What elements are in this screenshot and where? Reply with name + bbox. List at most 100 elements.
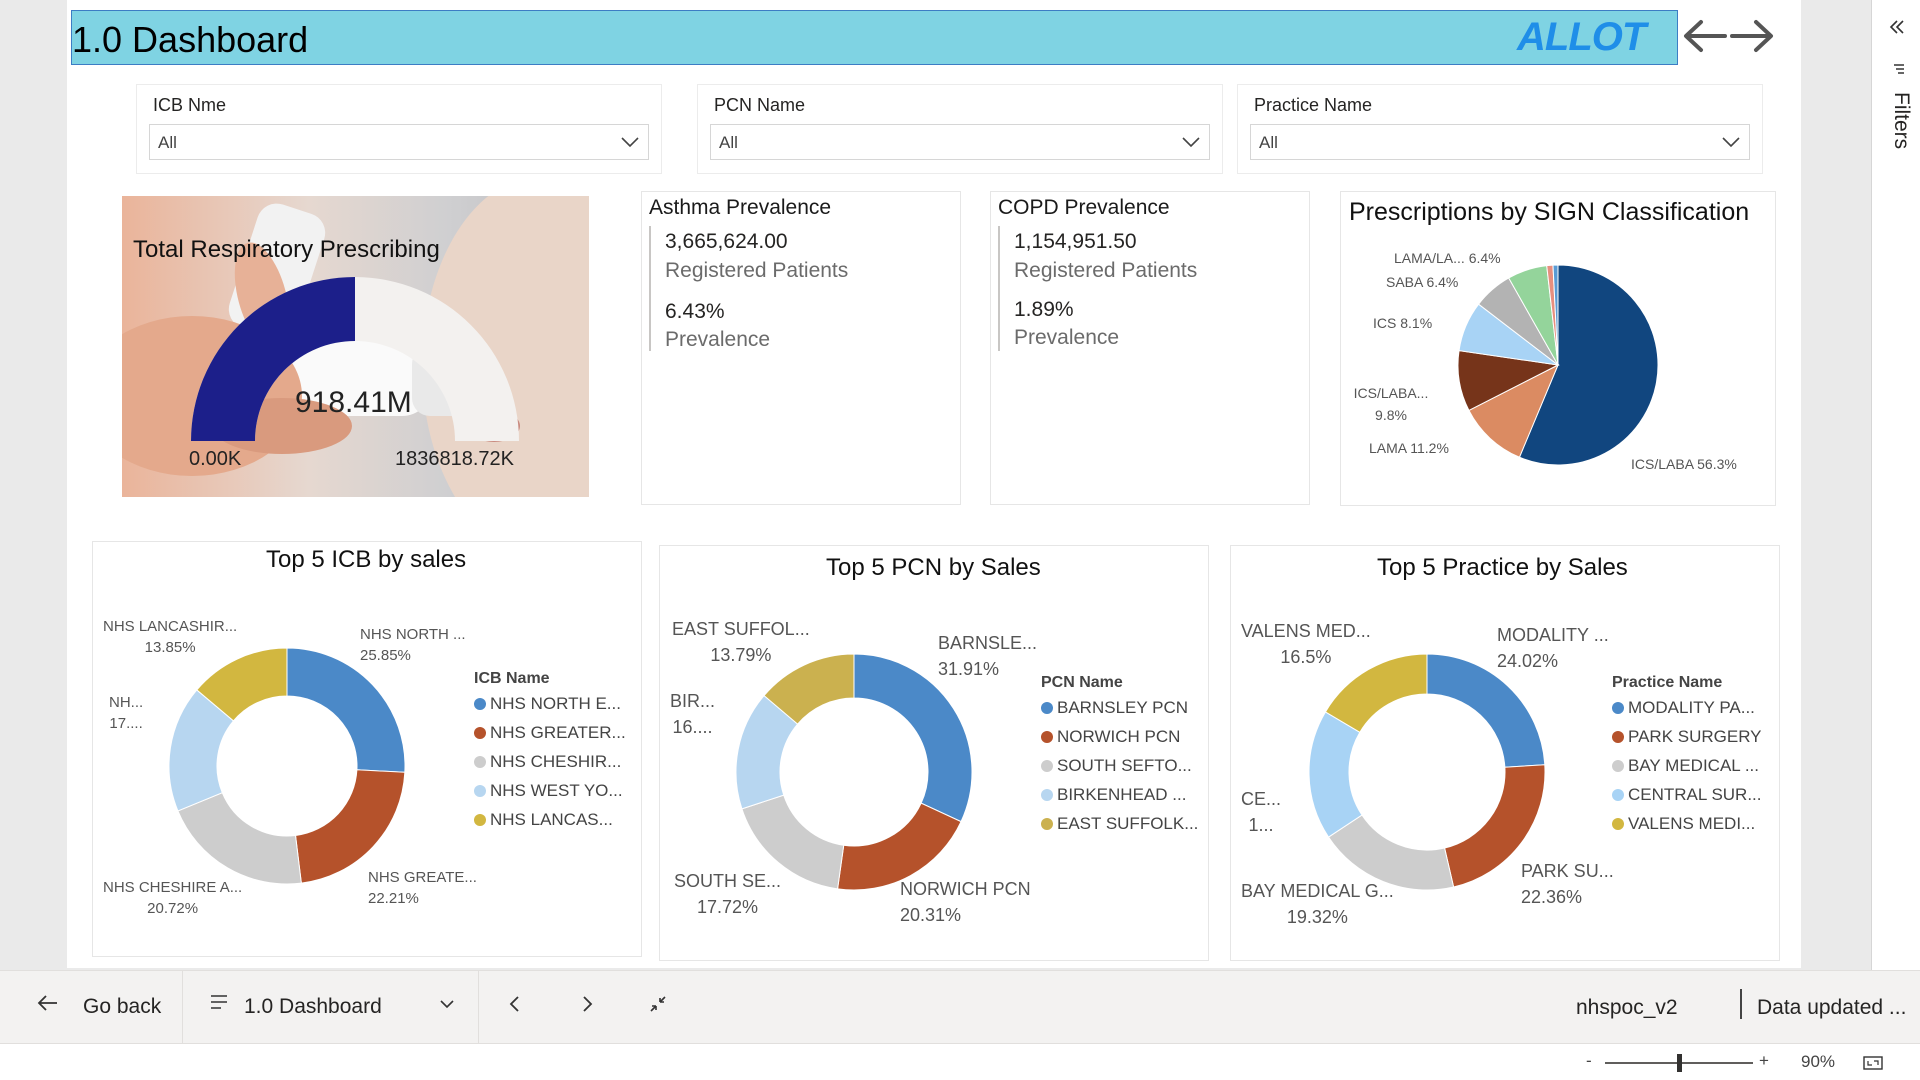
legend-item[interactable]: BARNSLEY PCN <box>1041 698 1198 718</box>
pie-slice-0[interactable] <box>1518 264 1659 466</box>
legend-dot <box>1041 818 1053 830</box>
legend-item[interactable]: EAST SUFFOLK... <box>1041 814 1198 834</box>
pie-slice-0[interactable] <box>286 647 406 773</box>
chevron-down-icon <box>1721 133 1741 151</box>
pcn-dropdown[interactable]: All <box>710 124 1210 160</box>
back-arrow-icon[interactable] <box>36 991 60 1019</box>
slicer-label: PCN Name <box>714 95 806 115</box>
donut-data-label: PARK SU... 22.36% <box>1521 861 1614 907</box>
exit-full-screen-icon[interactable] <box>647 993 669 1019</box>
pie-slice-7[interactable] <box>1552 264 1559 366</box>
chart-legend: Practice Name MODALITY PA... PARK SURGERY… <box>1612 674 1762 834</box>
icb-donut-chart[interactable] <box>93 542 641 956</box>
pie-slice-2[interactable] <box>177 792 302 885</box>
donut-data-label: MODALITY ... 24.02% <box>1497 625 1609 671</box>
legend-label: NHS WEST YO... <box>490 781 623 800</box>
zoom-out-button[interactable]: - <box>1586 1051 1592 1070</box>
legend-item[interactable]: MODALITY PA... <box>1612 698 1762 718</box>
legend-label: NHS GREATER... <box>490 723 626 742</box>
legend-dot <box>474 814 486 826</box>
legend-item[interactable]: NHS GREATER... <box>474 723 626 743</box>
slicer-practice-name: Practice Name All <box>1238 85 1762 173</box>
legend-label: NHS NORTH E... <box>490 694 621 713</box>
back-arrow-icon[interactable] <box>1681 16 1727 56</box>
chevron-down-icon <box>620 133 640 151</box>
dataset-name: nhspoc_v2 <box>1576 996 1678 1019</box>
legend-item[interactable]: NORWICH PCN <box>1041 727 1198 747</box>
legend-dot <box>1041 789 1053 801</box>
legend-dot <box>1612 760 1624 772</box>
legend-label: SOUTH SEFTO... <box>1057 756 1192 775</box>
kpi-value-caption: Registered Patients <box>1014 259 1198 282</box>
go-back-button[interactable]: Go back <box>83 995 162 1018</box>
sign-pie-chart[interactable] <box>1341 192 1775 505</box>
legend-dot <box>1041 760 1053 772</box>
legend-label: BARNSLEY PCN <box>1057 698 1189 717</box>
donut-data-label: SOUTH SE... 17.72% <box>674 871 782 917</box>
legend-label: VALENS MEDI... <box>1628 814 1756 833</box>
kpi-title: Asthma Prevalence <box>649 196 832 219</box>
pie-slice-4[interactable] <box>1324 653 1428 733</box>
legend-item[interactable]: NHS NORTH E... <box>474 694 626 714</box>
gauge-max-label: 1836818.72K <box>395 448 515 470</box>
title-bar: 1.0 Dashboard ALLOT <box>71 10 1678 65</box>
kpi-rate: 1.89% <box>1014 298 1074 321</box>
practice-dropdown[interactable]: All <box>1250 124 1750 160</box>
chart-title: Top 5 PCN by Sales <box>826 554 1041 581</box>
legend-item[interactable]: SOUTH SEFTO... <box>1041 756 1198 776</box>
kpi-value-caption: Registered Patients <box>665 259 849 282</box>
forward-arrow-icon[interactable] <box>1730 16 1776 56</box>
allot-logo: ALLOT <box>1517 15 1646 59</box>
zoom-level[interactable]: 90% <box>1801 1052 1836 1071</box>
slicer-label: ICB Nme <box>153 95 227 115</box>
dropdown-value: All <box>1259 133 1278 152</box>
collapse-filters-icon[interactable] <box>1888 18 1906 40</box>
zoom-slider-thumb[interactable] <box>1677 1054 1682 1072</box>
legend-label: NHS CHESHIR... <box>490 752 622 771</box>
legend-label: EAST SUFFOLK... <box>1057 814 1199 833</box>
top-practice-donut-card: Top 5 Practice by Sales MODALITY ... 24.0… <box>1231 546 1779 960</box>
next-page-icon[interactable] <box>577 993 597 1019</box>
legend-item[interactable]: BAY MEDICAL ... <box>1612 756 1762 776</box>
page-list-icon[interactable] <box>208 991 230 1017</box>
donut-data-label: NH... 17.... <box>109 694 144 732</box>
pie-slice-3[interactable] <box>1308 711 1363 838</box>
gauge <box>191 277 519 441</box>
legend-item[interactable]: CENTRAL SUR... <box>1612 785 1762 805</box>
filters-pane[interactable]: Filters <box>1871 0 1920 970</box>
practice-donut-chart[interactable] <box>1231 546 1779 960</box>
legend-item[interactable]: NHS CHESHIR... <box>474 752 626 772</box>
fit-to-page-icon[interactable] <box>1862 1054 1884 1076</box>
donut-data-label: NORWICH PCN 20.31% <box>900 879 1031 925</box>
top-pcn-donut-card: Top 5 PCN by Sales BARNSLE... 31.91% NORW… <box>660 546 1208 960</box>
legend-item[interactable]: VALENS MEDI... <box>1612 814 1762 834</box>
legend-dot <box>1612 818 1624 830</box>
pie-slice-4[interactable] <box>196 647 288 722</box>
donut-data-label: BAY MEDICAL G... 19.32% <box>1241 881 1394 927</box>
legend-dot <box>474 698 486 710</box>
pie-slice-1[interactable] <box>1468 363 1559 458</box>
previous-page-icon[interactable] <box>505 993 525 1019</box>
zoom-in-button[interactable]: + <box>1759 1051 1769 1070</box>
page-selector[interactable]: 1.0 Dashboard <box>244 995 382 1018</box>
donut-data-label: CE... 1... <box>1241 789 1282 835</box>
pie-slice-4[interactable] <box>763 653 855 725</box>
chevron-down-icon <box>1181 133 1201 151</box>
icb-dropdown[interactable]: All <box>149 124 649 160</box>
filters-label[interactable]: Filters <box>1890 92 1913 150</box>
data-updated-text[interactable]: Data updated ... <box>1757 996 1907 1019</box>
donut-data-label: NHS LANCASHIR... 13.85% <box>103 618 238 656</box>
donut-data-label: BIR... 16.... <box>670 691 716 737</box>
chevron-down-icon[interactable] <box>438 995 456 1017</box>
slicer-label: Practice Name <box>1254 95 1373 115</box>
legend-item[interactable]: BIRKENHEAD ... <box>1041 785 1198 805</box>
pie-slice-0[interactable] <box>853 653 973 823</box>
legend-item[interactable]: PARK SURGERY <box>1612 727 1762 747</box>
legend-title: ICB Name <box>474 670 550 687</box>
legend-item[interactable]: NHS LANCAS... <box>474 810 626 830</box>
donut-data-label: VALENS MED... 16.5% <box>1241 621 1371 667</box>
legend-item[interactable]: NHS WEST YO... <box>474 781 626 801</box>
pcn-donut-chart[interactable] <box>660 546 1208 960</box>
chart-title: Top 5 ICB by sales <box>266 546 467 573</box>
legend-dot <box>1041 702 1053 714</box>
